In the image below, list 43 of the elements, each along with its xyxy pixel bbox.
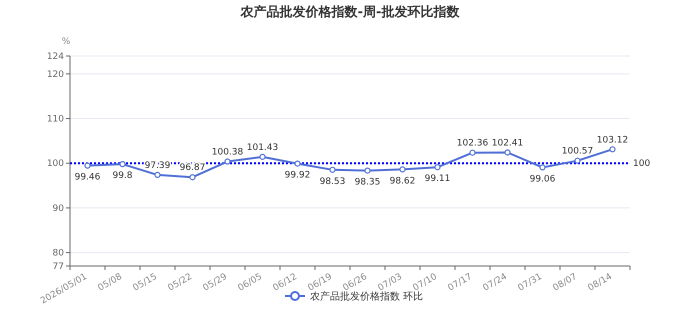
data-label: 98.62 [390, 176, 416, 186]
y-tick-label: 120 [46, 70, 64, 80]
point [539, 164, 546, 171]
point [294, 160, 301, 167]
data-label: 98.35 [354, 178, 380, 188]
data-label: 99.92 [284, 170, 310, 181]
y-tick-label: 100 [46, 159, 64, 170]
y-tick-label: 77 [52, 262, 64, 272]
data-label: 100.57 [562, 146, 594, 157]
legend-label: 农产品批发价格指数 环比 [310, 290, 424, 302]
point [469, 150, 476, 156]
point [224, 158, 231, 165]
data-label: 96.87 [180, 163, 206, 174]
point [84, 162, 91, 169]
data-label: 99.8 [112, 171, 133, 182]
data-label: 99.06 [530, 174, 556, 184]
y-tick-label: 80 [52, 248, 64, 259]
data-label: 99.46 [74, 172, 101, 183]
ref-line-label: 100 [633, 159, 650, 170]
point [259, 154, 266, 160]
y-tick-label: 110 [46, 114, 64, 125]
data-label: 98.53 [320, 176, 346, 187]
data-label: 102.41 [492, 138, 524, 148]
point [504, 149, 511, 156]
data-label: 97.39 [144, 160, 171, 171]
point [574, 158, 581, 164]
point [154, 172, 161, 178]
data-label: 103.12 [596, 135, 628, 146]
chart-title: 农产品批发价格指数-周-批发环比指数 [240, 4, 460, 20]
point [364, 168, 371, 174]
point [434, 164, 441, 170]
point [189, 174, 196, 180]
point [609, 146, 616, 152]
y-tick-label: 90 [52, 204, 64, 214]
y-axis-title: % [62, 37, 71, 47]
y-tick-label: 124 [46, 52, 64, 62]
data-label: 101.43 [246, 142, 278, 153]
point [399, 166, 406, 172]
data-label: 102.36 [456, 138, 489, 149]
data-label: 100.38 [212, 148, 244, 158]
point [329, 166, 336, 173]
data-label: 99.11 [424, 174, 450, 184]
point [119, 161, 126, 168]
